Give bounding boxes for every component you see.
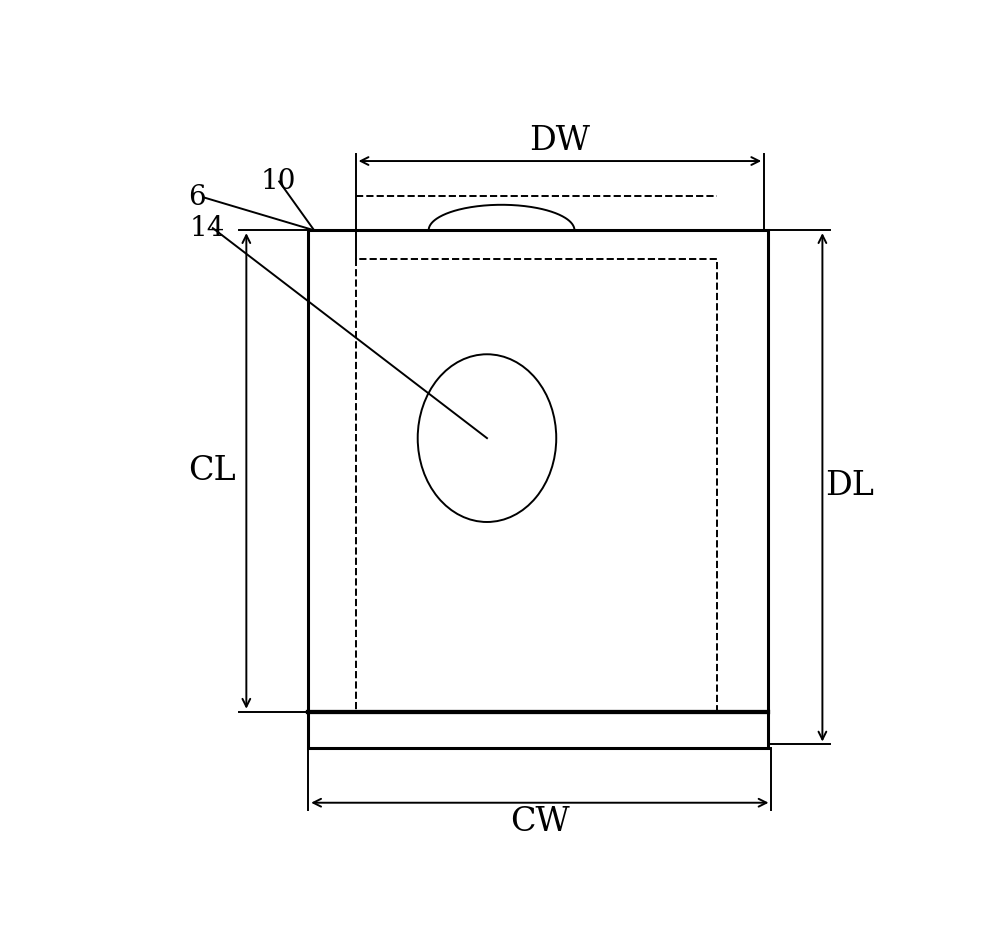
Text: 10: 10 [261, 168, 296, 195]
Text: CL: CL [188, 455, 236, 487]
Text: DW: DW [529, 125, 590, 156]
Text: 6: 6 [188, 184, 206, 211]
Text: CW: CW [510, 807, 570, 838]
Text: DL: DL [825, 470, 874, 502]
Text: 14: 14 [189, 215, 225, 241]
